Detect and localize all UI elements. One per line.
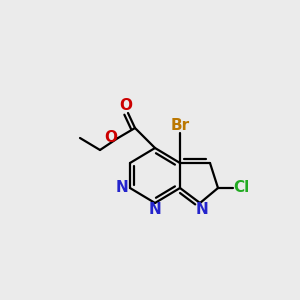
Text: O: O: [119, 98, 133, 113]
Text: Cl: Cl: [233, 181, 249, 196]
Text: N: N: [196, 202, 208, 217]
Text: Br: Br: [170, 118, 190, 134]
Text: N: N: [116, 181, 128, 196]
Text: N: N: [148, 202, 161, 217]
Text: O: O: [104, 130, 118, 146]
